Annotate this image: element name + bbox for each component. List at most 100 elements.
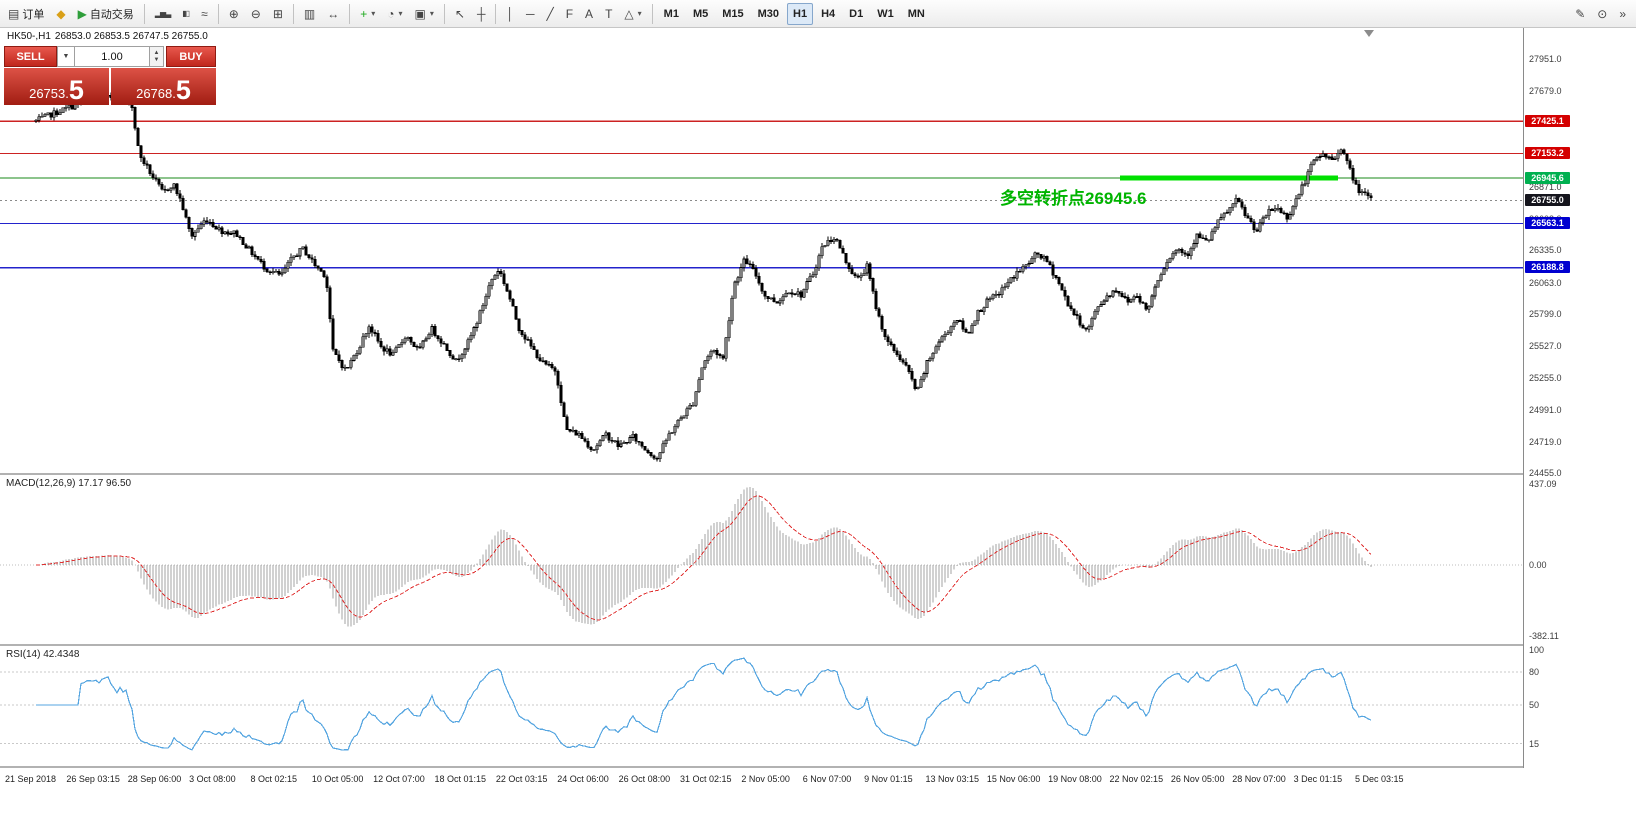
time-axis-label: 22 Oct 03:15 (495, 774, 548, 784)
rsi-indicator-label: RSI(14) 42.4348 (6, 649, 80, 660)
candlestick-chart-icon: ▮▯ (182, 8, 190, 18)
crosshair-icon: ┼ (476, 6, 486, 21)
panel-separator[interactable] (0, 766, 1636, 768)
time-axis[interactable]: 21 Sep 2018 26 Sep 03:15 28 Sep 06:00 3 Oct… (0, 768, 1636, 792)
toolbar-separator (143, 3, 145, 24)
fibonacci-icon: F (565, 6, 574, 21)
magnifier-button[interactable]: ⊙ (1592, 3, 1612, 25)
buy-price-big-digit: 5 (175, 75, 191, 106)
sell-price-button[interactable]: 26753. 5 (4, 68, 109, 105)
chevron-down-icon: ▾ (398, 9, 403, 18)
macd-panel-canvas[interactable] (0, 475, 1523, 644)
autotrading-button[interactable]: ▶ 自动交易 (73, 3, 139, 25)
crosshair-button[interactable]: ┼ (472, 3, 491, 25)
time-axis-label: 21 Sep 2018 (5, 774, 57, 784)
tf-m1-button[interactable]: M1 (658, 3, 685, 25)
macd-axis-label: 437.09 (1529, 479, 1557, 489)
time-axis-label: 26 Sep 03:15 (66, 774, 120, 784)
buy-price-button[interactable]: 26768. 5 (111, 68, 216, 105)
macd-axis-label: 0.00 (1529, 560, 1547, 570)
tile-windows-button[interactable]: ⊞ (268, 3, 288, 25)
volume-input[interactable]: 1.00 (75, 46, 150, 67)
zoom-out-button[interactable]: ⊖ (246, 3, 266, 25)
rsi-axis-label: 80 (1529, 667, 1540, 677)
trendline-button[interactable]: ╱ (541, 3, 558, 25)
gold-diamond-icon: ◆ (56, 6, 66, 21)
chevron-down-icon: ▾ (637, 9, 642, 18)
symbol-gold-button[interactable]: ◆ (51, 3, 70, 25)
tf-m1-button-label: M1 (663, 7, 679, 20)
line-chart-button[interactable]: ≈ (196, 3, 213, 25)
hline-price-badge: 27425.1 (1525, 114, 1570, 127)
price-axis-label: 24991.0 (1529, 404, 1562, 415)
tf-h1-button[interactable]: H1 (787, 2, 814, 25)
tf-m5-button[interactable]: M5 (687, 3, 714, 25)
chevron-down-icon: ▼ (62, 53, 70, 60)
price-axis[interactable]: 27951.027679.027407.027139.026871.026603… (1523, 28, 1636, 768)
current-price-badge: 26755.0 (1525, 194, 1570, 207)
rsi-panel-canvas[interactable] (0, 646, 1523, 766)
rsi-axis-label: 50 (1529, 700, 1540, 710)
new-order-button[interactable]: ▤ 订单 (3, 3, 49, 25)
auto-arrange-button[interactable]: ▥ (299, 3, 320, 25)
time-axis-label: 3 Dec 01:15 (1293, 774, 1343, 784)
tf-m30-button[interactable]: M30 (752, 3, 785, 25)
tf-h4-button[interactable]: H4 (815, 3, 841, 25)
price-axis-label: 25255.0 (1529, 373, 1562, 384)
tf-h1-button-label: H1 (793, 7, 808, 20)
text-button[interactable]: A (580, 3, 598, 25)
autotrading-button-label: 自动交易 (89, 8, 134, 21)
symbol-label: HK50-,H1 (7, 31, 51, 42)
tf-mn-button[interactable]: MN (902, 3, 931, 25)
chart-shift-button[interactable]: ↔ (322, 3, 344, 25)
hline-button[interactable]: ─ (521, 3, 540, 25)
cursor-button[interactable]: ↖ (450, 3, 470, 25)
chevron-down-icon: ▾ (429, 9, 434, 18)
bar-chart-button[interactable]: ▂▅▃ (150, 3, 175, 25)
bar-chart-icon: ▂▅▃ (154, 8, 172, 18)
buy-price-small: 26768. (136, 86, 176, 101)
tf-d1-button[interactable]: D1 (843, 3, 869, 25)
chart-window: 21 Sep 2018 26 Sep 03:15 28 Sep 06:00 3 Oct… (0, 28, 1636, 792)
time-axis-label: 10 Oct 05:00 (311, 774, 364, 784)
time-axis-label: 18 Oct 01:15 (434, 774, 487, 784)
shapes-button[interactable]: △ ▾ (619, 3, 646, 25)
line-chart-icon: ≈ (201, 6, 208, 21)
cursor-arrow-icon: ↖ (454, 6, 465, 21)
buy-button[interactable]: BUY (166, 46, 216, 67)
price-axis-label: 25527.0 (1529, 341, 1562, 352)
rsi-axis-label: 100 (1529, 645, 1545, 655)
draw-pencil-button[interactable]: ✎ (1570, 3, 1590, 25)
panel-separator[interactable] (0, 473, 1636, 475)
sell-button[interactable]: SELL (4, 46, 57, 67)
volume-stepper[interactable]: ▲ ▼ (150, 46, 164, 67)
overflow-button[interactable]: » (1614, 3, 1631, 25)
volume-dropdown[interactable]: ▼ (57, 46, 75, 67)
main-chart-canvas[interactable] (0, 28, 1523, 473)
zoom-in-button[interactable]: ⊕ (224, 3, 244, 25)
zoom-out-icon: ⊖ (250, 6, 261, 21)
stepper-up-icon: ▲ (153, 49, 160, 56)
label-button[interactable]: T (600, 3, 617, 25)
tf-w1-button[interactable]: W1 (871, 3, 900, 25)
template-button[interactable]: ▣ ▾ (410, 3, 439, 25)
hline-price-badge: 26188.8 (1525, 261, 1570, 274)
magnifier-icon: ⊙ (1597, 7, 1608, 21)
tf-m15-button[interactable]: M15 (716, 3, 749, 25)
chart-shift-marker[interactable] (1364, 30, 1374, 37)
tf-m5-button-label: M5 (692, 7, 709, 20)
candlestick-chart-button[interactable]: ▮▯ (177, 3, 194, 25)
ohlc-values: 26853.0 26853.5 26747.5 26755.0 (54, 31, 208, 42)
tf-w1-button-label: W1 (877, 7, 894, 20)
time-axis-label: 3 Oct 08:00 (189, 774, 236, 784)
chart-symbol-info: HK50-,H1 26853.0 26853.5 26747.5 26755.0 (7, 31, 212, 42)
period-button[interactable]: ◔ ▾ (382, 3, 407, 25)
label-icon: T (605, 6, 613, 21)
zoom-in-icon: ⊕ (228, 6, 239, 21)
panel-separator[interactable] (0, 644, 1636, 646)
add-indicator-button[interactable]: + ▾ (355, 3, 380, 25)
price-axis-label: 27951.0 (1529, 54, 1562, 64)
fibonacci-button[interactable]: F (561, 3, 578, 25)
vline-button[interactable]: │ (501, 3, 519, 25)
